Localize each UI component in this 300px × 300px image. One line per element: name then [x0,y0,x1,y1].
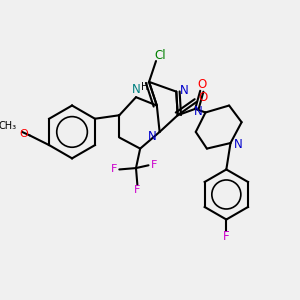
Text: H: H [141,82,148,92]
Text: F: F [223,230,230,243]
Text: Cl: Cl [154,49,166,62]
Text: O: O [198,91,207,104]
Text: F: F [134,185,141,195]
Text: N: N [234,138,243,151]
Text: O: O [19,129,28,139]
Text: F: F [151,160,157,170]
Text: CH₃: CH₃ [0,121,16,131]
Text: O: O [197,78,206,91]
Text: N: N [148,130,157,143]
Text: N: N [194,105,203,118]
Text: N: N [132,83,140,96]
Text: F: F [111,164,118,175]
Text: N: N [180,84,188,97]
